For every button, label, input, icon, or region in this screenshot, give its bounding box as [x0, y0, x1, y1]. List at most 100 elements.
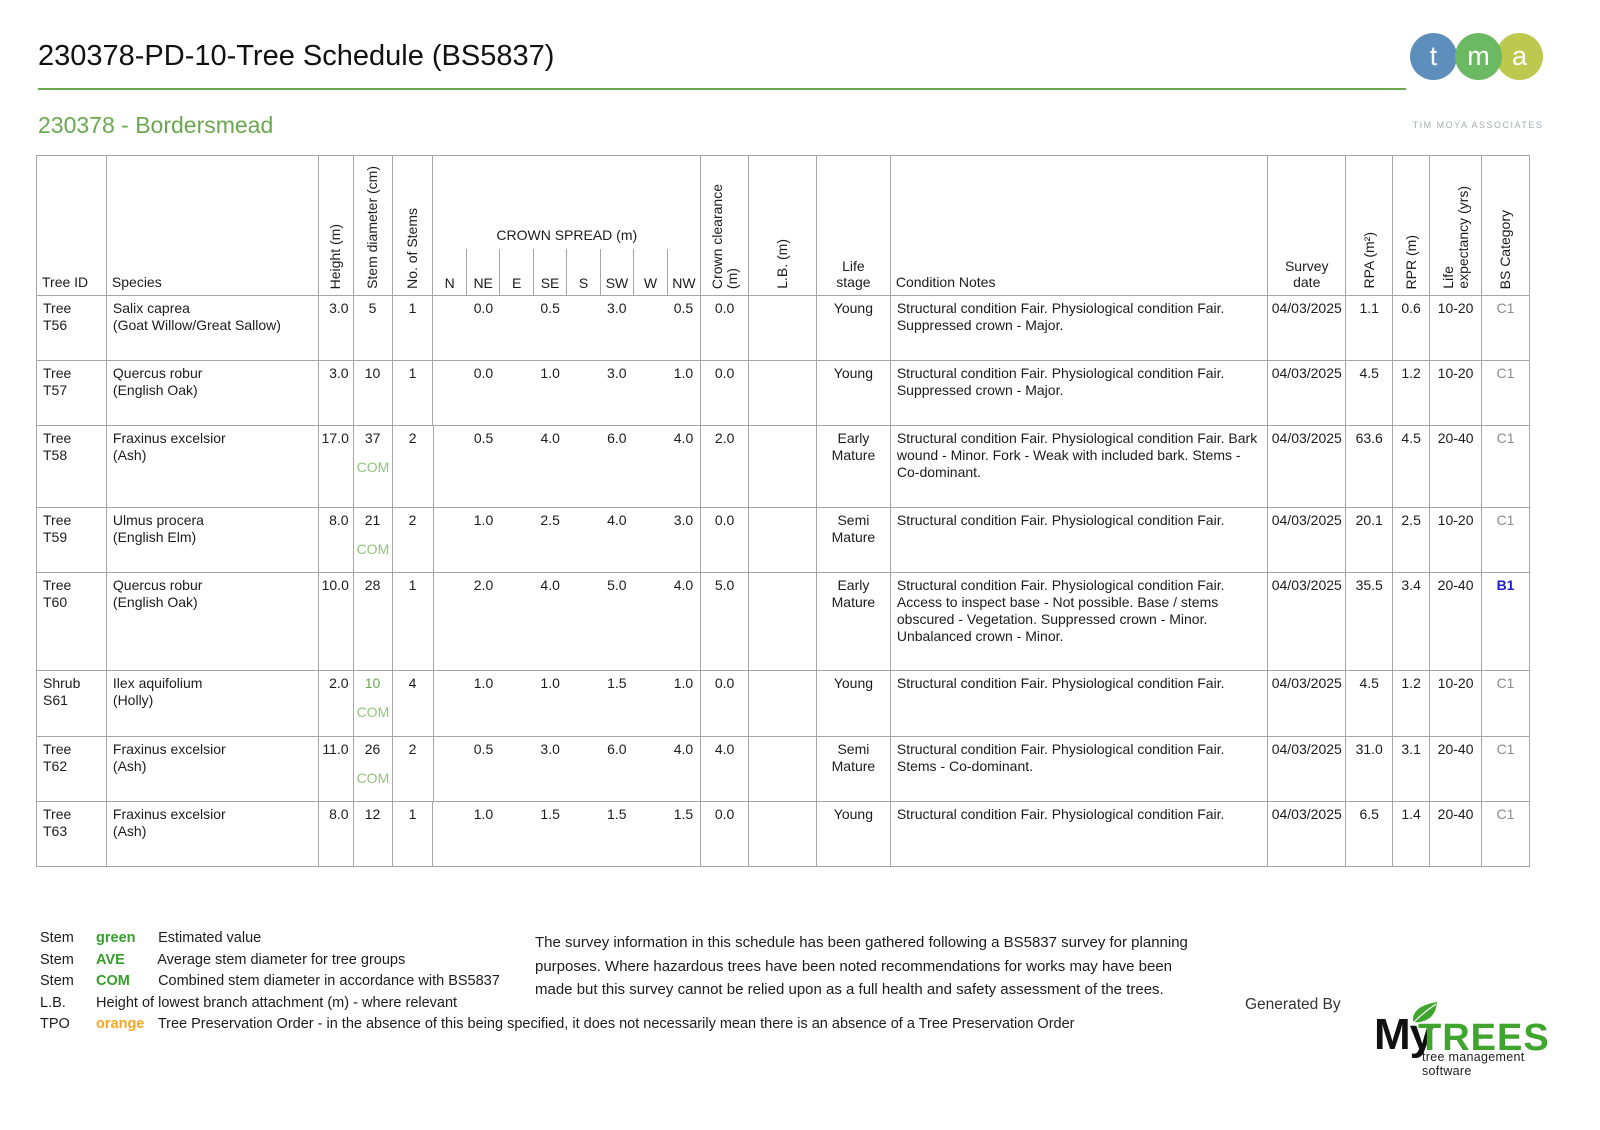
lowest-branch-cell: [749, 426, 817, 507]
header-survey-date: Survey date: [1268, 156, 1347, 295]
height-cell: 11.0: [319, 737, 354, 801]
tma-caption: TIM MOYA ASSOCIATES: [1412, 120, 1544, 130]
crown-spread-value-s: [567, 671, 600, 736]
rpa-cell: 6.5: [1346, 802, 1394, 866]
crown-spread-value-nw: 4.0: [673, 741, 694, 757]
tma-circle-a-icon: a: [1496, 33, 1543, 80]
crown-spread-value-ne: 1.0: [473, 675, 494, 691]
crown-spread-value-w: [633, 361, 666, 425]
tree-schedule-table: Tree ID Species Height (m) Stem diameter…: [36, 155, 1530, 867]
header-rpa: RPA (m²): [1346, 156, 1394, 295]
stems-count-cell: 1: [393, 573, 434, 670]
species-cell: Salix caprea (Goat Willow/Great Sallow): [107, 296, 319, 360]
legend-description: Tree Preservation Order - in the absence…: [157, 1016, 1075, 1032]
stem-diameter-cell: 28: [354, 573, 393, 670]
life-expectancy-cell: 20-40: [1430, 802, 1483, 866]
survey-date-cell: 04/03/2025: [1268, 508, 1347, 572]
table-row: Tree T58 Fraxinus excelsior (Ash) 17.0 3…: [37, 426, 1529, 508]
stem-diameter-value: 10: [364, 675, 381, 691]
tree-id-type: Shrub: [43, 675, 81, 691]
species-latin: Quercus robur: [112, 577, 203, 593]
header-crown-dir-nw: NW: [666, 249, 700, 295]
life-expectancy-cell: 10-20: [1430, 361, 1483, 425]
header-condition-notes: Condition Notes: [891, 156, 1269, 295]
crown-spread-value-sw: 1.5: [607, 675, 627, 691]
species-latin: Salix caprea: [112, 300, 190, 316]
table-row: Tree T57 Quercus robur (English Oak) 3.0…: [37, 361, 1529, 426]
condition-notes-cell: Structural condition Fair. Physiological…: [891, 296, 1269, 360]
life-stage-cell: Young: [817, 671, 891, 736]
life-stage-cell: Early Mature: [817, 573, 891, 670]
species-latin: Fraxinus excelsior: [112, 430, 226, 446]
species-common: (Ash): [112, 447, 147, 463]
bs-category-cell: C1: [1496, 741, 1515, 757]
lowest-branch-cell: [749, 361, 817, 425]
crown-spread-value-ne: 1.0: [473, 512, 494, 528]
crown-spread-value-se: 0.5: [540, 300, 560, 316]
crown-spread-value-w: [633, 573, 666, 670]
crown-spread-value-e: [500, 671, 533, 736]
crown-spread-value-sw: 4.0: [607, 512, 627, 528]
tree-id-tag: T62: [43, 758, 68, 774]
crown-spread-value-s: [567, 802, 600, 866]
table-header: Tree ID Species Height (m) Stem diameter…: [37, 156, 1529, 296]
legend-term: Stem: [40, 973, 74, 989]
life-stage-cell: Young: [817, 361, 891, 425]
legend-value: COM: [96, 973, 130, 989]
legend-description: Height of lowest branch attachment (m) -…: [96, 994, 458, 1011]
crown-spread-value-sw: 1.5: [607, 806, 627, 822]
crown-clearance-cell: 0.0: [701, 802, 750, 866]
species-common: (Ash): [112, 823, 147, 839]
crown-spread-value-s: [567, 737, 600, 801]
species-common: (Holly): [112, 692, 154, 708]
crown-spread-cells: 0.0 0.5 3.0 0.5: [433, 296, 702, 360]
crown-spread-value-ne: 1.0: [473, 806, 494, 822]
crown-spread-value-w: [633, 671, 666, 736]
legend-row: Stem green Estimated value: [40, 928, 1074, 950]
crown-spread-value-s: [567, 426, 600, 507]
header-rpr: RPR (m): [1393, 156, 1431, 295]
rpr-cell: 1.2: [1393, 361, 1431, 425]
crown-spread-value-s: [567, 573, 600, 670]
stem-com-label: COM: [356, 541, 390, 557]
legend-term: TPO: [40, 1016, 70, 1032]
legend: Stem green Estimated value Stem AVE Aver…: [40, 928, 1074, 1036]
condition-notes-cell: Structural condition Fair. Physiological…: [891, 426, 1269, 507]
height-cell: 10.0: [319, 573, 354, 670]
header-crown-spread-group: CROWN SPREAD (m) N NE E SE S SW W NW: [433, 156, 702, 295]
species-common: (English Elm): [112, 529, 197, 545]
species-cell: Ilex aquifolium (Holly): [107, 671, 319, 736]
crown-spread-value-n: [433, 802, 466, 866]
crown-spread-value-w: [633, 296, 666, 360]
crown-spread-value-sw: 5.0: [607, 577, 627, 593]
tree-id-cell: Tree T56: [37, 296, 107, 360]
rpr-cell: 3.4: [1393, 573, 1431, 670]
height-cell: 2.0: [319, 671, 354, 736]
species-latin: Ilex aquifolium: [112, 675, 203, 691]
header-crown-dir-sw: SW: [599, 249, 633, 295]
table-row: Tree T56 Salix caprea (Goat Willow/Great…: [37, 296, 1529, 361]
crown-spread-value-ne: 0.5: [473, 430, 494, 446]
crown-clearance-cell: 0.0: [701, 508, 750, 572]
rpa-cell: 4.5: [1346, 361, 1394, 425]
header-crown-dir-w: W: [633, 249, 666, 295]
stem-diameter-value: 28: [364, 577, 381, 593]
lowest-branch-cell: [749, 296, 817, 360]
crown-clearance-cell: 4.0: [701, 737, 750, 801]
condition-notes-cell: Structural condition Fair. Physiological…: [891, 361, 1269, 425]
stem-diameter-cell: 12: [354, 802, 393, 866]
crown-spread-value-se: 2.5: [540, 512, 560, 528]
legend-description: Combined stem diameter in accordance wit…: [158, 973, 500, 989]
legend-value: green: [96, 930, 136, 946]
tree-id-tag: T57: [43, 382, 68, 398]
species-cell: Ulmus procera (English Elm): [107, 508, 319, 572]
stem-com-label: COM: [356, 770, 390, 786]
mytrees-my: My: [1374, 1010, 1434, 1059]
stem-diameter-cell: 10: [354, 361, 393, 425]
mytrees-logo: My TREES tree management software: [1352, 988, 1562, 1078]
bs-category-cell: C1: [1496, 365, 1515, 381]
legend-description: Estimated value: [158, 930, 262, 946]
crown-spread-value-e: [500, 573, 533, 670]
height-cell: 3.0: [319, 361, 354, 425]
stem-diameter-cell: 26 COM: [354, 737, 393, 801]
